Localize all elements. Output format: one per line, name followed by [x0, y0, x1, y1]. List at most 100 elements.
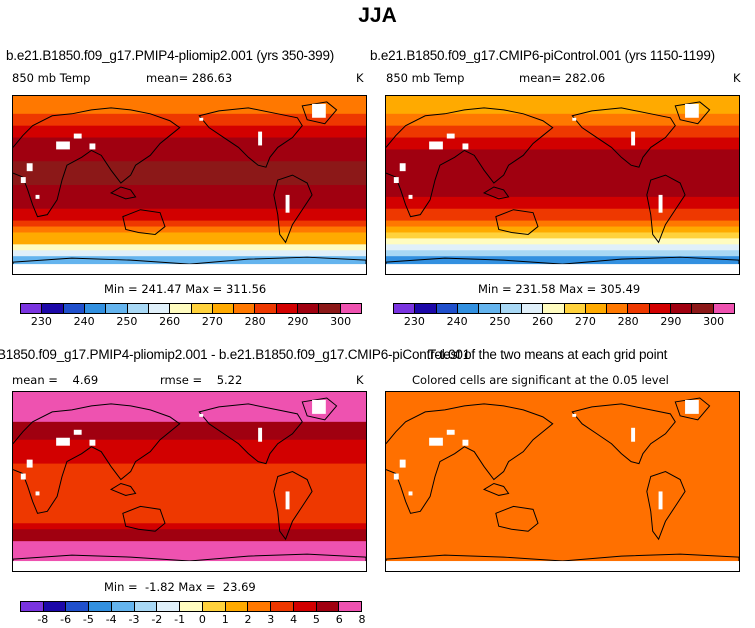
missing-data-region [20, 473, 26, 480]
contour-band [13, 250, 366, 257]
colorbar-swatch [127, 304, 149, 313]
mean-label: mean= 282.06 [519, 71, 606, 85]
contour-band [13, 220, 366, 228]
map-background [386, 392, 739, 571]
panel-title-top-right: b.e21.B1850.f09_g17.CMIP6-piControl.001 … [370, 48, 715, 63]
colorbar-tick-label: 3 [267, 613, 275, 626]
colorbar-tick-label: 230 [30, 315, 52, 328]
min-max-label: Min = 231.58 Max = 305.49 [478, 282, 641, 296]
colorbar-swatch [293, 602, 317, 611]
contour-band [386, 226, 739, 233]
antarctica-missing [386, 561, 739, 571]
colorbar-tick-label: 240 [446, 315, 468, 328]
colorbar-tick-label: 250 [489, 315, 511, 328]
coastline [674, 397, 711, 421]
contour-band [13, 451, 366, 459]
contour-band [13, 409, 366, 417]
missing-data-region [26, 163, 33, 172]
contour-band [13, 226, 366, 233]
contour-band [13, 107, 366, 115]
contour-band [386, 208, 739, 216]
contour-band [386, 119, 739, 127]
contour-band [13, 190, 366, 198]
colorbar-tick-label: 0 [198, 613, 206, 626]
contour-band [13, 167, 366, 174]
contour-band [13, 511, 366, 518]
colorbar-tick-label: -5 [82, 613, 94, 626]
contour-band [13, 415, 366, 423]
map-pliocene-temperature [12, 95, 367, 275]
coastline [482, 186, 510, 200]
colorbar-swatch [479, 304, 501, 313]
coastline [122, 209, 166, 235]
contour-band [386, 202, 739, 210]
contour-band [13, 155, 366, 162]
missing-data-region [56, 437, 70, 446]
colorbar-swatch [89, 602, 112, 611]
missing-data-region [399, 163, 406, 172]
contour-band [13, 541, 366, 548]
coastline [386, 107, 554, 218]
contour-band [13, 149, 366, 156]
missing-data-region [393, 177, 399, 184]
colorbar-tick-label: -8 [37, 613, 49, 626]
colorbar-swatch [436, 304, 458, 313]
mean-label: mean = 4.69 [12, 373, 99, 387]
contour-band [13, 101, 366, 109]
colorbar-swatch [180, 602, 203, 611]
coastline [13, 256, 366, 274]
coastline [386, 553, 739, 571]
contour-band [13, 397, 366, 405]
missing-data-region [393, 473, 399, 480]
contour-band [13, 523, 366, 530]
colorbar-swatch [106, 304, 128, 313]
colorbar-swatch [339, 602, 362, 611]
ttest-subtitle: Colored cells are significant at the 0.0… [412, 373, 669, 387]
missing-data-region [56, 141, 70, 150]
missing-data-region [35, 194, 40, 199]
panel-title-top-left: b.e21.B1850.f09_g17.PMIP4-pliomip2.001 (… [6, 48, 335, 63]
rmse-label: rmse = 5.22 [160, 373, 243, 387]
coastline [571, 403, 676, 465]
contour-band [13, 143, 366, 150]
colorbar-tick-label: 290 [660, 315, 682, 328]
missing-data-region [73, 429, 82, 435]
colorbar-swatch [276, 304, 299, 313]
missing-data-region [462, 143, 469, 150]
missing-data-region [446, 133, 455, 139]
contour-band [386, 220, 739, 228]
contour-band [13, 185, 366, 192]
colorbar-tick-label: -4 [105, 613, 117, 626]
contour-band [386, 190, 739, 198]
contour-band [13, 137, 366, 144]
colorbar-tick-label: -2 [151, 613, 163, 626]
contour-band [13, 499, 366, 506]
colorbar-swatch [234, 304, 256, 313]
colorbar-swatch [148, 304, 171, 313]
colorbar-tick-label: 270 [201, 315, 223, 328]
coastline [571, 107, 676, 168]
colorbar-swatch [585, 304, 608, 313]
contour-band [13, 463, 366, 471]
colorbar-temperature [393, 303, 735, 314]
colorbar-swatch [225, 602, 249, 611]
contour-band [13, 427, 366, 435]
coastline [495, 505, 539, 532]
contour-band [386, 179, 739, 186]
colorbar-swatch [394, 304, 416, 313]
colorbar-swatch [271, 602, 294, 611]
contour-band [13, 131, 366, 139]
contour-band [13, 208, 366, 216]
coastline [646, 174, 686, 244]
contour-band [386, 137, 739, 144]
colorbar-swatch [319, 304, 341, 313]
panel-title-ttest: T-test of the two means at each grid poi… [428, 347, 668, 362]
contour-band [13, 535, 366, 542]
colorbar-swatch [134, 602, 158, 611]
variable-label: 850 mb Temp [12, 71, 91, 85]
contour-band [13, 553, 366, 560]
missing-data-region [408, 491, 413, 496]
contour-band [13, 125, 366, 133]
colorbar-swatch [84, 304, 107, 313]
colorbar-swatch [340, 304, 361, 313]
